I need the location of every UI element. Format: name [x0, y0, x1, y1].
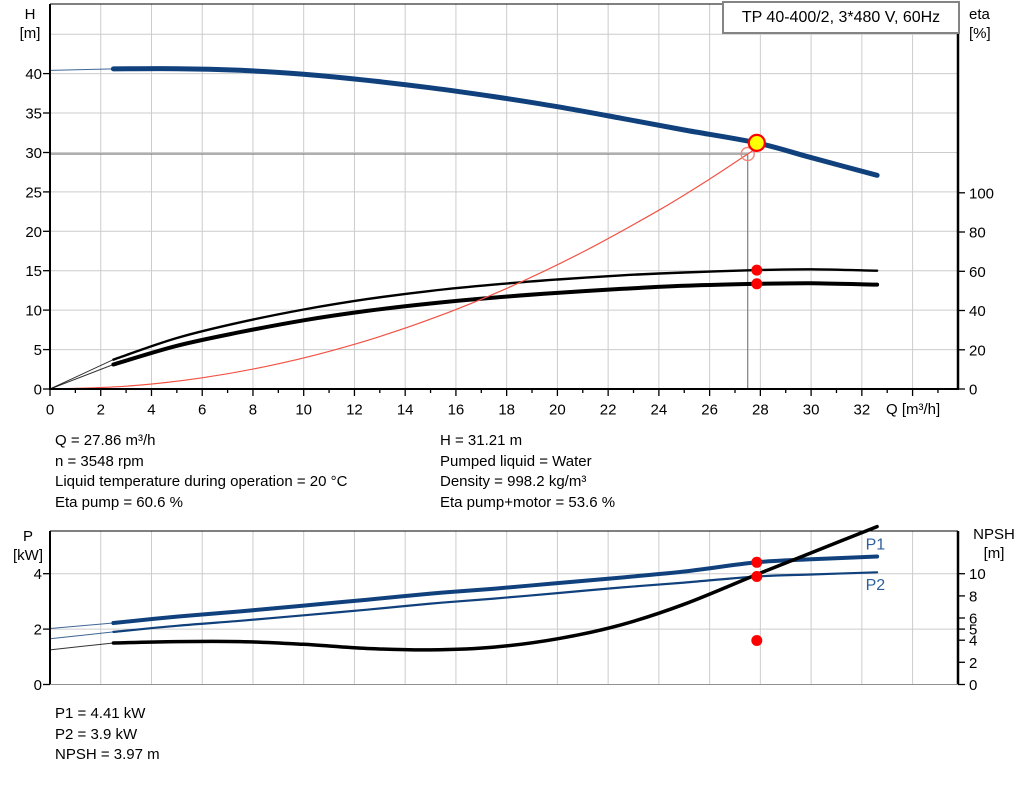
x-tick-label: 18 [498, 402, 515, 419]
q-axis-unit-label: Q [m³/h] [886, 401, 941, 418]
eta-pump-motor-point [751, 278, 763, 290]
y-left-tick-label: 40 [25, 66, 42, 83]
x-tick-label: 0 [46, 402, 54, 419]
h-axis-unit-label: H [m] [19, 6, 41, 42]
info-pumped-liquid: Pumped liquid = Water [440, 452, 592, 470]
x-tick-labels: 0 2 4 6 8 10 12 14 16 18 20 22 24 26 28 30 32 [46, 402, 870, 419]
x-tick-label: 32 [853, 402, 870, 419]
y-right-tick-label: 40 [969, 303, 986, 320]
p-axis-unit-label: P [kW] [13, 528, 43, 564]
gridlines [50, 4, 958, 389]
pump-model-title: TP 40-400/2, 3*480 V, 60Hz [741, 9, 941, 26]
x-tick-label: 28 [752, 402, 769, 419]
operating-point [747, 133, 766, 152]
y-right-tick-label: 5 [969, 622, 977, 639]
y-right-tick-label: 6 [969, 611, 977, 628]
plot-box [49, 3, 960, 390]
eta-axis-unit-label: eta [%] [969, 6, 991, 42]
npsh-axis-unit-label: NPSH [m] [973, 526, 1015, 562]
x-tick-label: 4 [147, 402, 155, 419]
pump-curve-h-lead [49, 68, 114, 71]
duty-point-circle [740, 146, 755, 162]
pump-model-title-box: TP 40-400/2, 3*480 V, 60Hz [722, 1, 960, 34]
y-right-tick-label: 0 [969, 677, 977, 694]
duty-info-right: H = 31.21 m Pumped liquid = Water Densit… [440, 431, 615, 513]
info-p1: P1 = 4.41 kW [55, 705, 146, 722]
y-left-tick-label: 0 [34, 677, 42, 694]
eta-pump-motor-curve [111, 281, 880, 367]
y-right-tick-label: 4 [969, 633, 977, 650]
x-tick-label: 22 [600, 402, 617, 419]
npsh-curve-lead [49, 642, 114, 651]
y-left-tick-label: 4 [34, 566, 42, 583]
x-tick-label: 24 [651, 402, 668, 419]
x-tick-label: 14 [397, 402, 414, 419]
eta-pump-motor-curve-lead [49, 364, 114, 390]
power-info: P1 = 4.41 kW P2 = 3.9 kW NPSH = 3.97 m [55, 704, 160, 766]
x-tick-label: 6 [198, 402, 206, 419]
y-left-tick-label: 0 [34, 382, 42, 399]
p2-curve [112, 571, 879, 633]
x-tick-label: 12 [346, 402, 363, 419]
y-right-tick-label: 8 [969, 588, 977, 605]
info-npsh: NPSH = 3.97 m [55, 746, 160, 764]
x-tick-label: 8 [249, 402, 257, 419]
y-right-tick-label: 10 [969, 566, 986, 583]
p2-curve-label: P2 [866, 577, 886, 594]
duty-info-left: Q = 27.86 m³/h n = 3548 rpm Liquid tempe… [55, 431, 347, 513]
x-tick-label: 10 [295, 402, 312, 419]
info-n: n = 3548 rpm [55, 452, 144, 470]
y-right-ticks: 0 20 40 60 80 100 [958, 185, 994, 399]
x-tick-label: 20 [549, 402, 566, 419]
p2-curve-lead [49, 631, 114, 640]
info-eta-pump-motor: Eta pump+motor = 53.6 % [440, 493, 616, 511]
eta-pump-curve-lead [49, 359, 114, 390]
info-p2: P2 = 3.9 kW [55, 725, 138, 743]
info-density: Density = 998.2 kg/m³ [440, 473, 587, 491]
y-left-tick-label: 35 [25, 106, 42, 123]
info-liquid-temp: Liquid temperature during operation = 20… [55, 473, 348, 491]
system-curve [49, 141, 766, 390]
info-q: Q = 27.86 m³/h [55, 432, 156, 449]
x-tick-label: 2 [97, 402, 105, 419]
p2-point [751, 571, 763, 582]
y-right-tick-label: 100 [969, 185, 994, 202]
p1-curve-lead [49, 622, 114, 629]
eta-pump-point [751, 264, 763, 276]
y-right-ticks: 0 2 456 8 10 [958, 566, 986, 694]
y-left-tick-label: 25 [25, 184, 42, 201]
pump-curve-h [110, 66, 880, 178]
x-axis-ticks [49, 389, 939, 396]
info-h: H = 31.21 m [440, 432, 523, 449]
y-right-tick-label: 0 [969, 382, 977, 399]
p1-curve [111, 554, 880, 625]
x-tick-label: 16 [448, 402, 465, 419]
y-left-ticks: 0 2 4 [34, 566, 50, 694]
y-left-tick-label: 15 [25, 263, 42, 280]
y-right-tick-label: 60 [969, 264, 986, 281]
npsh-point [751, 635, 763, 646]
p1-point [751, 556, 763, 568]
p1-curve-label: P1 [866, 537, 886, 554]
y-left-tick-label: 20 [25, 224, 42, 241]
plot-box [49, 530, 960, 685]
x-tick-label: 26 [701, 402, 718, 419]
y-right-tick-label: 2 [969, 655, 977, 672]
y-left-ticks: 0 5 10 15 20 25 30 35 40 [25, 66, 50, 399]
y-left-tick-label: 30 [25, 145, 42, 162]
y-right-tick-label: 80 [969, 225, 986, 242]
info-eta-pump: Eta pump = 60.6 % [55, 493, 183, 511]
gridlines [50, 531, 958, 685]
y-left-tick-label: 2 [34, 622, 42, 639]
x-tick-label: 30 [803, 402, 820, 419]
y-left-tick-label: 5 [34, 342, 42, 359]
y-left-tick-label: 10 [25, 303, 42, 320]
y-right-tick-label: 20 [969, 342, 986, 359]
